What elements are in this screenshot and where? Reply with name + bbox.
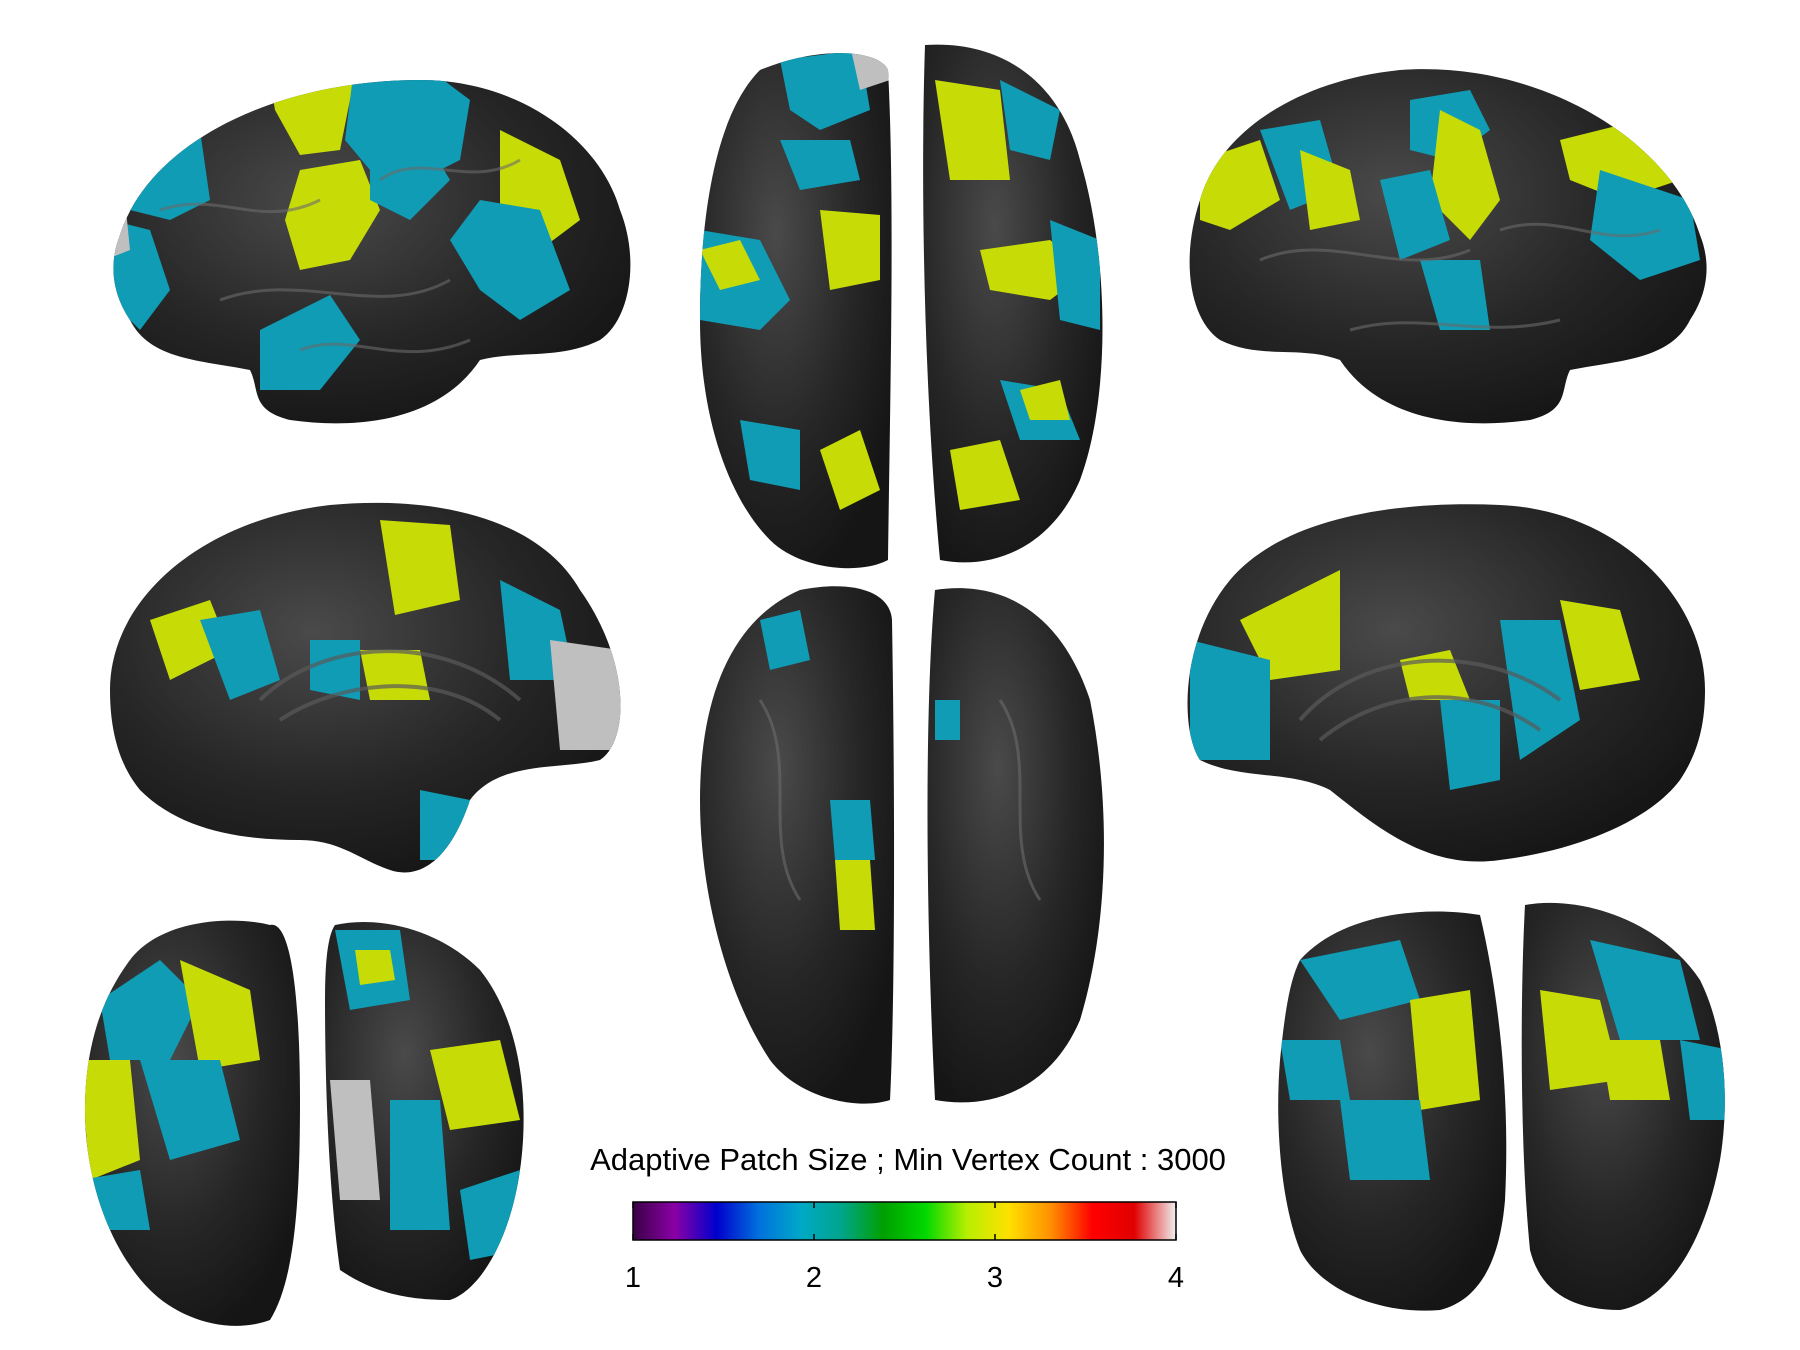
brain-medial-left-view	[110, 502, 621, 873]
brain-medial-right-view	[1187, 504, 1705, 862]
brain-posterior-view	[1278, 902, 1725, 1311]
colorbar-ticks	[632, 1202, 1177, 1240]
colorbar-tick-label: 4	[1167, 1262, 1185, 1294]
colorbar-tick-label: 2	[805, 1262, 823, 1294]
colorbar-tick-label: 1	[624, 1262, 642, 1294]
colorbar-tick-label: 3	[986, 1262, 1004, 1294]
colorbar-gradient	[632, 1201, 1177, 1241]
brain-inferior-view	[700, 586, 1104, 1104]
brain-lateral-right-view	[1189, 69, 1707, 424]
brain-lateral-left-view	[113, 80, 631, 424]
colorbar	[632, 1201, 1177, 1241]
brain-anterior-view	[85, 920, 524, 1326]
colorbar-title: Adaptive Patch Size ; Min Vertex Count :…	[590, 1142, 1226, 1177]
brain-superior-view	[700, 44, 1103, 569]
